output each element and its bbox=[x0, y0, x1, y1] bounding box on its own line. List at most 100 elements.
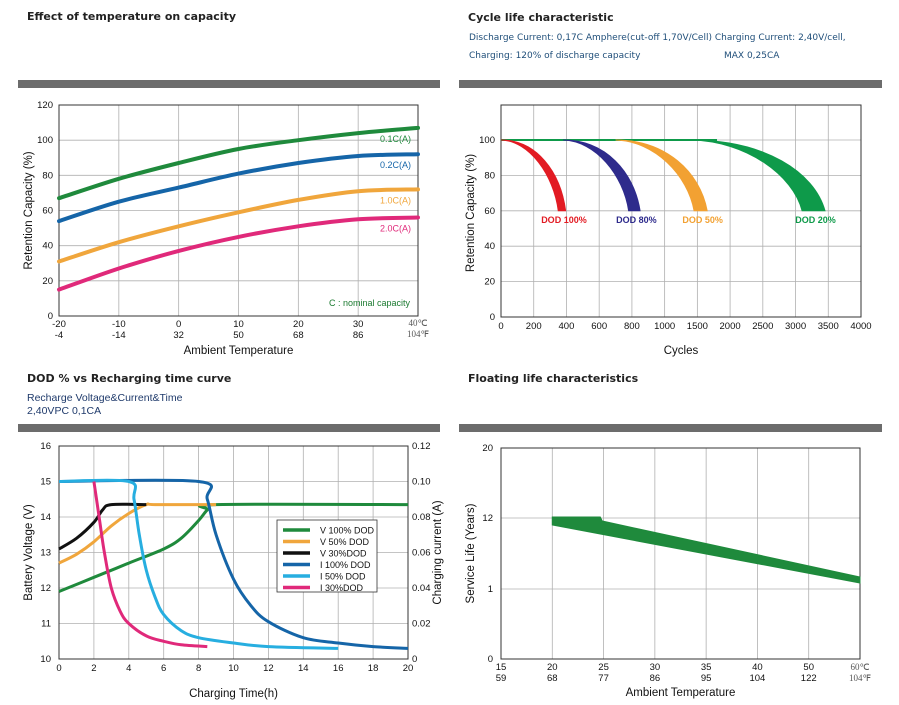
cycle-ytick-label: 80 bbox=[484, 170, 495, 181]
temp-ytick-label: 40 bbox=[42, 241, 53, 252]
cycle-xtick-label: 1000 bbox=[654, 321, 675, 332]
temp-ytick-label: 80 bbox=[42, 170, 53, 181]
cycle-ytick-label: 60 bbox=[484, 206, 495, 217]
temp-series-line bbox=[57, 215, 420, 292]
cycle-y-axis-label: Retention Capacity (%) bbox=[465, 154, 477, 272]
cycle-ytick-label: 0 bbox=[490, 312, 495, 323]
recharge-xtick-label: 12 bbox=[263, 663, 274, 674]
cycle-xtick-label: 3500 bbox=[818, 321, 839, 332]
recharge-xtick-label: 14 bbox=[298, 663, 309, 674]
recharge-y-axis-left-label: Battery Voltage (V) bbox=[23, 504, 35, 601]
cycle-ytick-label: 100 bbox=[479, 135, 495, 146]
panel3-title: DOD % vs Recharging time curve bbox=[27, 372, 232, 385]
temp-xtick-f-end: 104℉ bbox=[407, 329, 430, 339]
cycle-series-band bbox=[615, 139, 708, 212]
recharge-ytick-left: 15 bbox=[40, 477, 51, 488]
floating-ytick-label: 1 bbox=[488, 584, 493, 595]
temp-xtick-f: 50 bbox=[233, 330, 244, 341]
recharge-xtick-label: 2 bbox=[91, 663, 96, 674]
recharge-legend-label: V 30%DOD bbox=[320, 549, 367, 559]
panel3-note-line2: 2,40VPC 0,1CA bbox=[27, 405, 102, 417]
cycle-series-label: DOD 50% bbox=[682, 215, 723, 225]
temp-xtick-c: 30 bbox=[353, 319, 364, 330]
temp-series-label: 2.0C(A) bbox=[380, 224, 411, 234]
recharge-series-line bbox=[92, 481, 208, 649]
temp-xtick-c-end: 40℃ bbox=[408, 318, 427, 328]
panel2-note-line2: Charging: 120% of discharge capacity bbox=[469, 51, 641, 61]
floating-xtick-c: 50 bbox=[803, 662, 814, 673]
recharge-legend-label: I 50% DOD bbox=[320, 572, 366, 582]
recharge-legend-label: I 30%DOD bbox=[320, 583, 364, 593]
floating-xtick-f: 77 bbox=[598, 673, 609, 684]
panel4-title: Floating life characteristics bbox=[468, 372, 639, 385]
temp-xtick-f: 32 bbox=[173, 330, 184, 341]
recharge-ytick-right: 0.12 bbox=[412, 441, 431, 452]
temp-plot-frame bbox=[58, 104, 419, 317]
panel2-title: Cycle life characteristic bbox=[468, 11, 614, 24]
cycle-x-axis-label: Cycles bbox=[664, 345, 699, 357]
temp-series-label: 0.2C(A) bbox=[380, 160, 411, 170]
panel4-header-band bbox=[459, 424, 882, 432]
temp-xtick-f: 86 bbox=[353, 330, 364, 341]
cycle-xtick-label: 1500 bbox=[687, 321, 708, 332]
cycle-plot-frame bbox=[500, 104, 862, 318]
temp-ytick-label: 20 bbox=[42, 276, 53, 287]
floating-xtick-c: 15 bbox=[496, 662, 507, 673]
temp-ytick-label: 60 bbox=[42, 206, 53, 217]
panel3-note-line1: Recharge Voltage&Current&Time bbox=[27, 392, 183, 404]
cycle-xtick-label: 200 bbox=[526, 321, 542, 332]
cycle-xtick-label: 2000 bbox=[720, 321, 741, 332]
floating-xtick-c: 20 bbox=[547, 662, 558, 673]
cycle-series-band bbox=[690, 139, 826, 212]
recharge-y-axis-right-label: Charging current (A) bbox=[432, 500, 444, 604]
recharge-plot-frame bbox=[58, 445, 409, 660]
recharge-ytick-right: 0.04 bbox=[412, 583, 431, 594]
recharge-legend-label: V 100% DOD bbox=[320, 526, 375, 536]
recharge-ytick-left: 11 bbox=[41, 619, 51, 630]
cycle-xtick-label: 4000 bbox=[850, 321, 871, 332]
recharge-ytick-right: 0.02 bbox=[412, 619, 431, 630]
floating-xtick-c: 25 bbox=[598, 662, 609, 673]
cycle-series-band bbox=[500, 139, 567, 212]
recharge-legend-label: I 100% DOD bbox=[320, 560, 371, 570]
cycle-series-label: DOD 80% bbox=[616, 215, 657, 225]
recharge-xtick-label: 16 bbox=[333, 663, 344, 674]
recharge-legend-box bbox=[276, 519, 378, 593]
temp-x-axis-label: Ambient Temperature bbox=[184, 345, 294, 357]
recharge-xtick-label: 8 bbox=[196, 663, 201, 674]
floating-y-axis-label: Service Life (Years) bbox=[465, 503, 477, 603]
floating-xtick-c: 30 bbox=[650, 662, 661, 673]
panel3-header-band bbox=[18, 424, 440, 432]
recharge-x-axis-label: Charging Time(h) bbox=[189, 688, 278, 700]
floating-xtick-f: 59 bbox=[496, 673, 507, 684]
temp-xtick-c: -10 bbox=[112, 319, 126, 330]
floating-xtick-c: 40 bbox=[752, 662, 763, 673]
recharge-series-line bbox=[58, 478, 339, 650]
recharge-ytick-left: 12 bbox=[40, 583, 51, 594]
recharge-xtick-label: 10 bbox=[228, 663, 239, 674]
floating-xtick-c: 60℃ bbox=[850, 662, 869, 672]
temp-ytick-label: 100 bbox=[37, 135, 53, 146]
floating-xtick-f: 86 bbox=[650, 673, 661, 684]
cycle-series-band bbox=[563, 139, 641, 212]
panel1-title: Effect of temperature on capacity bbox=[27, 10, 237, 23]
temp-series-label: 1.0C(A) bbox=[380, 195, 411, 205]
floating-ytick-label: 20 bbox=[482, 443, 493, 454]
floating-xtick-f: 68 bbox=[547, 673, 558, 684]
floating-xtick-c: 35 bbox=[701, 662, 712, 673]
temp-series-line bbox=[57, 187, 420, 264]
floating-life-band bbox=[551, 516, 861, 584]
floating-xtick-f: 104℉ bbox=[849, 673, 872, 683]
floating-xtick-f: 95 bbox=[701, 673, 712, 684]
recharge-ytick-right: 0.08 bbox=[412, 512, 431, 523]
temp-xtick-f: -14 bbox=[112, 330, 126, 341]
cycle-xtick-label: 2500 bbox=[752, 321, 773, 332]
cycle-xtick-label: 0 bbox=[498, 321, 503, 332]
temp-series-line bbox=[57, 125, 420, 201]
temp-xtick-c: 20 bbox=[293, 319, 304, 330]
temp-series-line bbox=[57, 152, 420, 224]
recharge-series-line bbox=[58, 478, 409, 650]
temp-y-axis-label: Retention Capacity (%) bbox=[23, 151, 35, 269]
recharge-series-line bbox=[58, 502, 217, 565]
cycle-series-label: DOD 100% bbox=[541, 215, 587, 225]
